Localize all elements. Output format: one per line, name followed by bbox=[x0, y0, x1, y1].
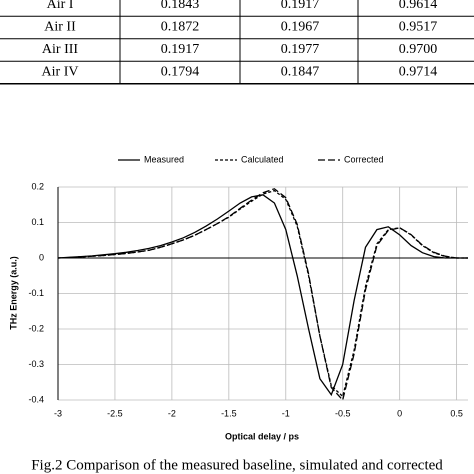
y-tick-label: 0 bbox=[39, 252, 44, 262]
table-cell: 0.1847 bbox=[281, 65, 320, 80]
x-tick-label: -3 bbox=[54, 408, 62, 418]
x-axis-label: Optical delay / ps bbox=[225, 431, 299, 441]
x-tick-label: -1.5 bbox=[221, 408, 237, 418]
y-tick-label: -0.1 bbox=[28, 288, 44, 298]
x-tick-label: 0.5 bbox=[450, 408, 463, 418]
table-cell: 0.1872 bbox=[161, 20, 200, 35]
table-cell: Air III bbox=[42, 42, 78, 57]
y-tick-label: 0.1 bbox=[31, 217, 44, 227]
table-cell: Air II bbox=[44, 20, 76, 35]
table-cell: 0.1917 bbox=[281, 0, 320, 12]
table-cell: 0.1977 bbox=[281, 42, 320, 57]
table-cell: 0.1843 bbox=[161, 0, 200, 12]
table-cell: Air IV bbox=[42, 65, 79, 80]
table-cell: 0.9700 bbox=[399, 42, 438, 57]
table-cell: 0.1794 bbox=[161, 65, 200, 80]
legend-label: Measured bbox=[144, 154, 184, 164]
x-tick-label: -0.5 bbox=[335, 408, 351, 418]
table-cell: 0.9714 bbox=[399, 65, 438, 80]
legend-label: Corrected bbox=[344, 154, 384, 164]
x-tick-label: -2 bbox=[168, 408, 176, 418]
x-tick-label: 0 bbox=[397, 408, 402, 418]
table-cell: Air I bbox=[47, 0, 74, 12]
series-line bbox=[57, 194, 468, 397]
table-cell: 0.9614 bbox=[399, 0, 438, 12]
y-axis-label: THz Energy (a.u.) bbox=[8, 256, 18, 330]
series-line bbox=[57, 188, 468, 402]
x-tick-label: -1 bbox=[282, 408, 290, 418]
caption: Fig.2 Comparison of the measured baselin… bbox=[31, 457, 443, 473]
table-cell: 0.1917 bbox=[161, 42, 200, 57]
table-cell: 0.9517 bbox=[399, 20, 438, 35]
y-tick-label: -0.3 bbox=[28, 359, 44, 369]
y-tick-label: 0.2 bbox=[31, 181, 44, 191]
legend-label: Calculated bbox=[241, 154, 284, 164]
x-tick-label: -2.5 bbox=[107, 408, 123, 418]
y-tick-label: -0.4 bbox=[28, 394, 44, 404]
table-cell: 0.1967 bbox=[281, 20, 320, 35]
y-tick-label: -0.2 bbox=[28, 323, 44, 333]
